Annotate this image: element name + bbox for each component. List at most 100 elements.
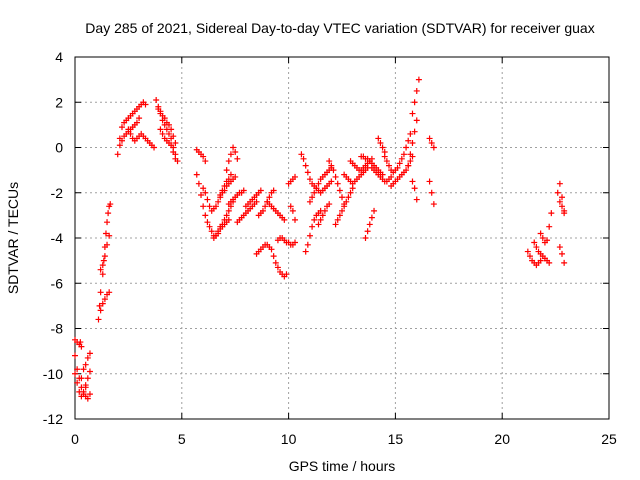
data-point	[74, 379, 81, 386]
data-point	[371, 207, 378, 214]
data-point	[161, 115, 168, 122]
data-point	[84, 354, 91, 361]
data-point	[225, 158, 232, 165]
data-point	[385, 162, 392, 169]
x-axis-title: GPS time / hours	[289, 458, 396, 474]
data-point	[407, 130, 414, 137]
data-point	[411, 128, 418, 135]
data-point	[526, 253, 533, 260]
data-point	[104, 241, 111, 248]
y-tick-label: -2	[51, 185, 64, 201]
data-point	[227, 171, 234, 178]
data-point	[133, 119, 140, 126]
y-axis-title: SDTVAR / TECUs	[5, 182, 21, 294]
data-point	[377, 139, 384, 146]
data-point	[375, 135, 382, 142]
data-point	[394, 164, 401, 171]
data-point	[405, 162, 412, 169]
data-point	[336, 187, 343, 194]
data-point	[82, 361, 89, 368]
data-point	[298, 151, 305, 158]
x-tick-label: 10	[281, 431, 297, 447]
data-point	[200, 185, 207, 192]
data-point	[341, 203, 348, 210]
y-tick-label: 2	[55, 94, 63, 110]
data-point	[84, 395, 91, 402]
data-point	[78, 393, 85, 400]
data-point	[172, 139, 179, 146]
data-point	[107, 201, 114, 208]
data-point	[170, 133, 177, 140]
data-point	[409, 110, 416, 117]
data-point	[330, 167, 337, 174]
data-point	[292, 239, 299, 246]
data-point	[415, 76, 422, 83]
data-point	[345, 194, 352, 201]
data-point	[334, 216, 341, 223]
data-point	[157, 126, 164, 133]
data-point	[539, 235, 546, 241]
data-point	[223, 167, 230, 174]
data-point	[556, 198, 563, 205]
data-point	[411, 99, 418, 106]
data-point	[559, 250, 566, 257]
data-point	[537, 257, 544, 264]
data-point	[292, 216, 299, 223]
data-point	[204, 219, 211, 226]
data-point	[554, 189, 561, 196]
data-point	[315, 180, 322, 187]
data-point	[302, 162, 309, 169]
data-point	[221, 216, 228, 223]
data-point	[300, 155, 307, 162]
data-point	[193, 171, 200, 178]
data-point	[165, 130, 172, 137]
data-point	[74, 366, 81, 373]
data-point	[202, 189, 209, 196]
data-point	[86, 350, 93, 357]
data-point	[168, 126, 175, 133]
data-point	[306, 198, 313, 205]
data-point	[96, 302, 103, 309]
y-tick-label: -6	[51, 275, 64, 291]
data-point	[548, 210, 555, 217]
data-point	[304, 169, 311, 176]
data-point	[311, 189, 318, 196]
data-point	[200, 153, 207, 160]
data-point	[403, 144, 410, 151]
data-point	[328, 162, 335, 169]
data-point	[86, 368, 93, 375]
data-point	[336, 212, 343, 219]
data-point	[105, 210, 112, 217]
data-point	[270, 187, 277, 194]
data-point	[72, 352, 78, 359]
data-point	[106, 289, 113, 296]
data-point	[80, 388, 87, 395]
data-point	[95, 316, 102, 323]
data-point	[266, 194, 273, 201]
data-point	[106, 232, 113, 239]
data-point	[78, 343, 85, 350]
data-point	[198, 192, 205, 199]
data-point	[127, 130, 134, 137]
data-point	[287, 203, 294, 210]
data-point	[151, 144, 158, 151]
data-point	[227, 151, 234, 158]
data-point	[99, 262, 106, 269]
data-point	[524, 248, 531, 255]
data-point	[212, 203, 219, 210]
data-point	[362, 235, 369, 241]
data-point	[72, 370, 78, 377]
data-point	[379, 144, 386, 151]
data-point	[230, 144, 237, 151]
data-point	[334, 180, 341, 187]
x-tick-label: 20	[494, 431, 510, 447]
data-point	[533, 244, 540, 251]
x-tick-label: 0	[71, 431, 79, 447]
data-point	[221, 182, 228, 189]
data-point	[232, 173, 239, 180]
data-point	[339, 194, 345, 201]
data-point	[84, 375, 91, 382]
grid	[75, 57, 609, 419]
data-point	[311, 216, 318, 223]
data-point	[99, 271, 106, 278]
